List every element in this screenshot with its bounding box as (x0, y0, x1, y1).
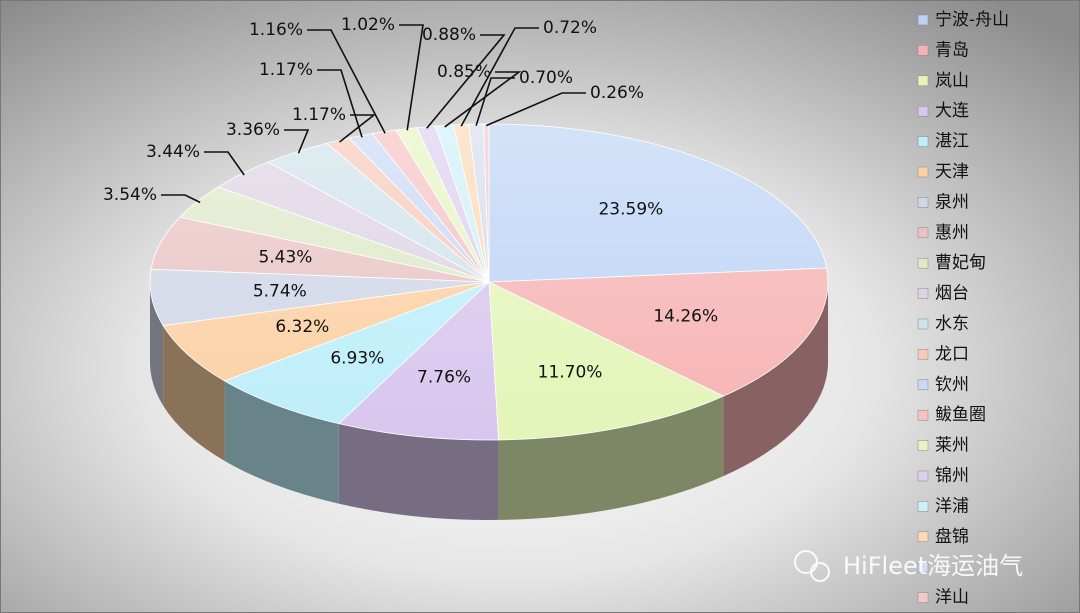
legend-swatch (917, 227, 929, 239)
leader-line (485, 92, 586, 127)
legend-label: 钦州 (935, 375, 969, 395)
legend-swatch (917, 440, 929, 451)
legend-swatch (917, 75, 929, 87)
legend-swatch (917, 14, 929, 26)
legend-label: 洋浦 (935, 496, 969, 516)
pie-labels: 23.59% 14.26% 11.70% 7.76% 6.93%6.32% 5.74% 5.… (103, 15, 718, 388)
legend-label: 水东 (935, 314, 969, 334)
data-label: 1.02% (341, 15, 395, 35)
data-label: 0.85% (437, 62, 491, 82)
legend-swatch (917, 105, 929, 117)
legend-swatch (917, 592, 929, 603)
legend-label: 青岛 (935, 40, 969, 60)
data-label: 5.74% (253, 282, 307, 302)
legend-label: 曹妃甸 (935, 253, 986, 273)
watermark-icon (810, 562, 830, 582)
legend-label: 天津 (935, 162, 969, 182)
data-label: 7.76% (417, 368, 471, 388)
legend-swatch (917, 136, 929, 147)
legend-swatch (917, 166, 929, 178)
leader-line (307, 29, 386, 134)
slice-side (338, 423, 499, 520)
legend-label: 盘锦 (935, 527, 969, 547)
data-label: 23.59% (598, 200, 663, 220)
data-label: 1.16% (249, 20, 303, 40)
data-label: 14.26% (653, 306, 718, 326)
legend-label: 龙口 (935, 344, 969, 364)
leader-line (161, 194, 201, 204)
legend-label: 岚山 (935, 71, 969, 91)
leader-line (460, 27, 539, 127)
legend-swatch (917, 409, 929, 421)
data-label: 3.54% (103, 185, 157, 205)
pie-tops (149, 123, 829, 441)
legend-swatch (917, 197, 929, 208)
legend-swatch (917, 257, 929, 269)
legend-swatch (917, 45, 929, 56)
data-label: 6.32% (275, 317, 329, 337)
data-label: 0.26% (590, 83, 644, 103)
data-label: 3.36% (226, 120, 280, 140)
data-label: 1.17% (259, 60, 313, 80)
legend-label: 烟台 (935, 284, 969, 304)
watermark-text: HiFleet海运油气 (843, 552, 1023, 580)
data-label: 1.17% (292, 105, 346, 125)
leader-line (284, 129, 310, 154)
legend-swatch (917, 561, 929, 573)
watermark-icon (794, 550, 818, 574)
legend-label: 湛江 (935, 132, 969, 152)
data-label: 5.43% (258, 248, 312, 268)
leader-line (426, 34, 506, 129)
legend-swatch (917, 288, 929, 299)
leader-line (204, 151, 245, 176)
data-label: 11.70% (538, 362, 603, 382)
legend-label: 泉州 (935, 192, 969, 212)
legend-label: 锦州 (935, 466, 969, 486)
watermark: HiFleet海运油气 (794, 550, 1023, 582)
legend-swatch (917, 470, 929, 482)
leader-line (475, 77, 515, 126)
leader-line (339, 114, 377, 143)
data-label: 0.88% (422, 25, 476, 45)
leader-line (444, 71, 522, 128)
legend-swatch (917, 531, 929, 543)
legend-swatch (917, 318, 929, 330)
legend-label: 莱州 (935, 436, 969, 456)
data-label: 6.93% (330, 348, 384, 368)
legend-label: 洋山 (935, 588, 969, 608)
data-label: 0.70% (519, 68, 573, 88)
legend-label: 鲅鱼圈 (935, 405, 986, 425)
legend-swatch (917, 379, 929, 391)
leader-line (317, 69, 363, 138)
legend-label: 大连 (935, 101, 969, 121)
slice-side-shade (338, 423, 499, 520)
legend-label: 惠州 (935, 223, 969, 243)
data-label: 0.72% (543, 18, 597, 38)
legend-swatch (917, 349, 929, 360)
data-label: 3.44% (146, 142, 200, 162)
legend: 宁波-舟山青岛岚山大连湛江天津泉州惠州曹妃甸烟台水东龙口钦州鲅鱼圈莱州锦州洋浦盘… (917, 10, 1009, 608)
legend-label: 宁波-舟山 (935, 10, 1009, 30)
legend-swatch (917, 501, 929, 512)
leader-line (399, 24, 424, 131)
